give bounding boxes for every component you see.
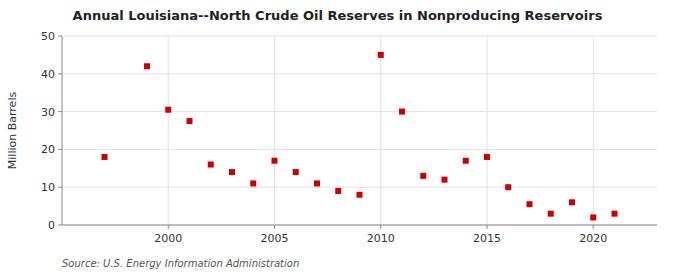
- y-tick: [58, 187, 62, 188]
- point: [378, 52, 384, 58]
- chart-container: 2000 2005 2010 2015 2020 0 10 20 30 40 50 Million B…: [0, 0, 675, 275]
- axes: 2000 2005 2010 2015 2020 0 10 20 30 40 50: [41, 30, 657, 245]
- y-tick: [58, 149, 62, 150]
- x-tick-label: 2015: [473, 232, 501, 245]
- x-tick-label: 2010: [367, 232, 395, 245]
- point: [612, 211, 618, 217]
- y-tick-label: 20: [41, 143, 55, 156]
- title: Annual Louisiana--North Crude Oil Reserv…: [73, 8, 603, 23]
- y-grid-line: [62, 36, 657, 37]
- y-tick-label: 30: [41, 106, 55, 119]
- y-grid-line: [62, 149, 657, 150]
- point: [229, 169, 235, 175]
- y-grid-line: [62, 73, 657, 74]
- y-grid-line: [62, 225, 657, 226]
- point: [484, 154, 490, 160]
- x-tick-label: 2000: [154, 232, 182, 245]
- point: [165, 107, 171, 113]
- point: [590, 214, 596, 220]
- grid: [62, 36, 657, 225]
- source-note: Source: U.S. Energy Information Administ…: [62, 258, 299, 269]
- x-grid-line: [168, 36, 169, 225]
- point: [314, 180, 320, 186]
- point: [505, 184, 511, 190]
- point: [335, 188, 341, 194]
- y-tick: [58, 225, 62, 226]
- point: [442, 177, 448, 183]
- x-tick-label: 2020: [579, 232, 607, 245]
- point: [357, 192, 363, 198]
- point: [272, 158, 278, 164]
- y-tick-label: 10: [41, 181, 55, 194]
- y-grid-line: [62, 111, 657, 112]
- point: [420, 173, 426, 179]
- y-tick-label: 50: [41, 30, 55, 43]
- y-tick: [58, 111, 62, 112]
- y-grid-line: [62, 187, 657, 188]
- y-axis-label: Million Barrels: [6, 92, 19, 170]
- x-tick: [274, 225, 275, 229]
- y-tick: [58, 73, 62, 74]
- x-grid-line: [593, 36, 594, 225]
- point: [144, 63, 150, 69]
- point: [569, 199, 575, 205]
- point: [463, 158, 469, 164]
- x-tick: [168, 225, 169, 229]
- x-tick: [487, 225, 488, 229]
- point: [548, 211, 554, 217]
- x-grid-line: [274, 36, 275, 225]
- point: [250, 180, 256, 186]
- chart: 2000 2005 2010 2015 2020 0 10 20 30 40 50 Million B…: [0, 0, 675, 275]
- x-grid-line: [380, 36, 381, 225]
- x-tick: [380, 225, 381, 229]
- y-tick-label: 0: [48, 219, 55, 232]
- y-tick: [58, 36, 62, 37]
- x-tick-label: 2005: [261, 232, 289, 245]
- x-grid-line: [487, 36, 488, 225]
- point: [527, 201, 533, 207]
- x-axis-line: [62, 225, 657, 226]
- point: [399, 109, 405, 115]
- y-tick-label: 40: [41, 68, 55, 81]
- point: [187, 118, 193, 124]
- points: [102, 52, 618, 221]
- point: [102, 154, 108, 160]
- x-tick: [593, 225, 594, 229]
- y-axis-line: [62, 36, 63, 225]
- point: [208, 162, 214, 168]
- point: [293, 169, 299, 175]
